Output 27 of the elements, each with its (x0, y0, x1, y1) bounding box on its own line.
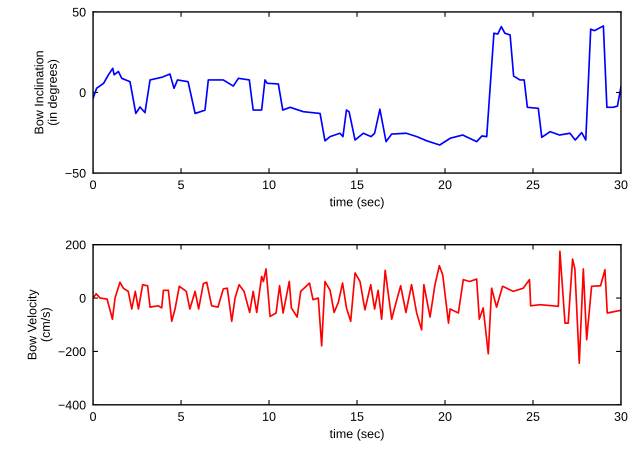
x-tick-label: 0 (90, 180, 96, 190)
y-tick-label: 200 (66, 240, 86, 250)
x-tick-label: 20 (438, 412, 452, 421)
line-series (93, 25, 621, 146)
y-tick-label: −50 (66, 168, 86, 178)
x-tick-label: 10 (263, 180, 276, 190)
y-axis-title: Bow Velocity (cm/s) (27, 289, 52, 360)
x-tick-label: 30 (614, 180, 628, 190)
y-tick-label: −200 (58, 347, 86, 356)
x-tick-label: 5 (178, 412, 184, 421)
x-tick-label: 10 (263, 412, 276, 421)
x-tick-label: 25 (526, 412, 540, 421)
line-series (93, 250, 621, 364)
x-tick-label: 20 (438, 180, 452, 190)
x-tick-label: 0 (90, 412, 96, 421)
x-axis-title: time (sec) (330, 428, 384, 441)
x-tick-label: 30 (614, 412, 628, 421)
x-tick-label: 15 (351, 180, 364, 190)
y-tick-label: −400 (58, 400, 86, 410)
x-tick-label: 25 (526, 180, 540, 190)
x-tick-label: 15 (351, 412, 364, 421)
y-tick-label: 50 (72, 8, 86, 17)
x-tick-label: 5 (178, 180, 184, 190)
y-tick-label: 0 (80, 294, 86, 303)
y-axis-title: Bow Inclination (in degrees) (34, 51, 60, 134)
x-axis-title: time (sec) (330, 197, 384, 209)
y-tick-label: 0 (80, 88, 86, 98)
